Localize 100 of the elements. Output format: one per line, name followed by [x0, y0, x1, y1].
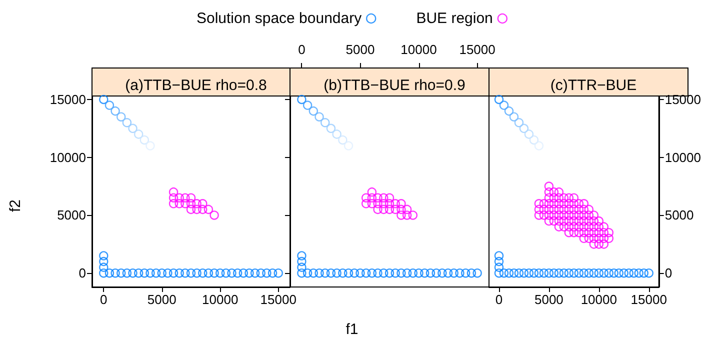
point [584, 268, 594, 278]
point [99, 268, 108, 278]
point [614, 268, 624, 278]
point [529, 268, 539, 278]
point [509, 112, 519, 122]
point [297, 262, 306, 272]
point [210, 210, 219, 220]
point [210, 268, 219, 278]
point [146, 268, 155, 278]
x-tick-label: 10000 [400, 42, 437, 57]
point [634, 268, 644, 278]
point [140, 268, 150, 278]
point [609, 268, 618, 278]
point [494, 268, 504, 278]
point [367, 193, 377, 202]
point [494, 94, 504, 104]
point [579, 268, 589, 278]
y-tick-label: 10000 [50, 150, 86, 165]
point [367, 187, 377, 197]
point [604, 268, 614, 278]
y-tick-label: 5000 [57, 208, 86, 223]
point [396, 268, 406, 278]
point [151, 268, 161, 278]
point [192, 268, 202, 278]
point [356, 268, 365, 278]
point [544, 268, 554, 278]
point [373, 204, 382, 214]
point [122, 268, 132, 278]
x-tick-label: 10000 [202, 292, 238, 307]
point [449, 268, 458, 278]
y-tick-label: 5000 [664, 208, 694, 223]
point [402, 268, 412, 278]
point [204, 204, 214, 214]
point [390, 199, 400, 208]
chart-title: (c)TTR−BUE [550, 77, 637, 94]
point [204, 268, 214, 278]
x-axis-title: f1 [346, 321, 358, 338]
point [420, 268, 430, 278]
legend-label: Solution space boundary [196, 10, 362, 27]
point [524, 268, 534, 278]
point [332, 268, 342, 278]
y-tick-label: 10000 [664, 150, 702, 165]
point [221, 268, 231, 278]
point [519, 124, 529, 134]
point [504, 106, 514, 116]
point [624, 268, 634, 278]
point [320, 118, 330, 128]
point [128, 268, 138, 278]
point [332, 130, 342, 139]
x-tick-label: 5000 [346, 42, 375, 57]
point [174, 268, 184, 278]
point [192, 199, 202, 208]
point [373, 193, 382, 202]
point [504, 268, 514, 278]
point [466, 268, 476, 278]
point [180, 193, 190, 202]
point [599, 268, 608, 278]
point [574, 268, 584, 278]
point [274, 268, 283, 278]
point [414, 268, 424, 278]
point [569, 268, 579, 278]
point [308, 106, 318, 116]
x-tick-label: 0 [495, 292, 503, 307]
point [104, 268, 114, 278]
y-tick-label: 0 [664, 266, 672, 281]
point [361, 193, 371, 202]
y-tick-label: 15000 [50, 92, 86, 107]
point [227, 268, 236, 278]
point [163, 268, 172, 278]
point [367, 199, 377, 208]
point [320, 268, 330, 278]
point [443, 268, 453, 278]
point [338, 268, 348, 278]
point [180, 199, 190, 208]
point [589, 268, 599, 278]
point [384, 193, 394, 202]
point [534, 268, 544, 278]
point [157, 268, 166, 278]
point [402, 210, 412, 220]
point [426, 268, 436, 278]
point [168, 193, 178, 202]
point [198, 268, 208, 278]
point [499, 100, 509, 110]
point [384, 268, 394, 278]
point [534, 141, 544, 150]
x-tick-label: 15000 [630, 292, 667, 307]
point [99, 262, 108, 272]
point [146, 141, 155, 150]
point [256, 268, 266, 278]
point [390, 268, 400, 278]
point [519, 268, 529, 278]
point [564, 268, 574, 278]
point [472, 268, 482, 278]
point [559, 268, 569, 278]
point [644, 268, 654, 278]
point [297, 256, 306, 266]
point [268, 268, 278, 278]
point [402, 204, 412, 214]
point [509, 268, 519, 278]
point [514, 268, 524, 278]
